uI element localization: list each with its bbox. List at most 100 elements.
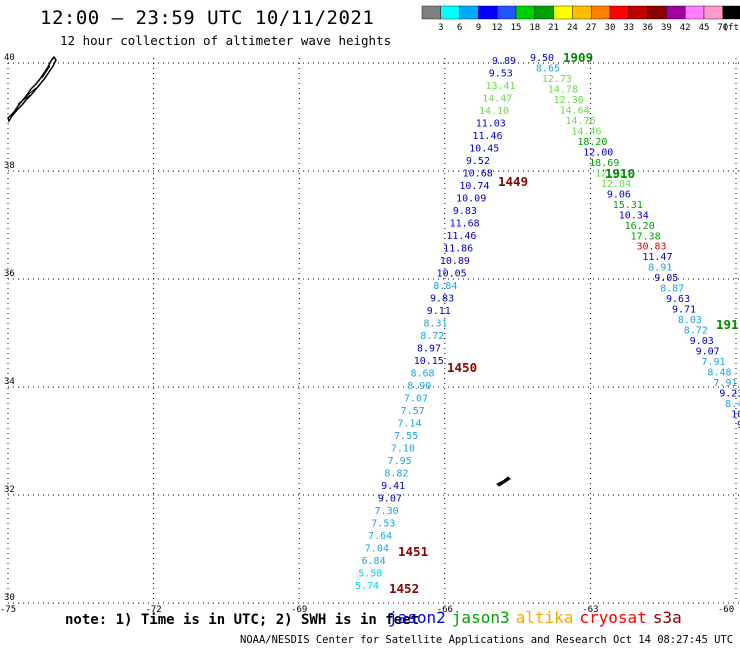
lon-label: -72 <box>145 605 161 615</box>
lat-label: 40 <box>4 53 15 63</box>
swh-value: 9.63 <box>666 294 690 305</box>
time-label: 1909 <box>563 50 593 65</box>
lat-label: 36 <box>4 269 15 279</box>
swh-value: 8.72 <box>684 326 708 337</box>
swh-value: 10.15 <box>414 356 444 367</box>
swh-value: 9.41 <box>381 481 405 492</box>
coastline <box>7 55 511 487</box>
swh-value: 8.31 <box>424 319 448 330</box>
swh-value: 7.91 <box>713 378 737 389</box>
time-label: 191 <box>716 317 739 332</box>
scale-swatch <box>459 5 479 20</box>
swh-value: 5.74 <box>355 581 379 592</box>
time-label: 1449 <box>498 174 528 189</box>
scale-swatch <box>515 5 535 20</box>
swh-value: 18.20 <box>577 137 607 148</box>
swh-value: 9.05 <box>654 273 678 284</box>
swh-value: 11.46 <box>472 131 502 142</box>
swh-value: 7.10 <box>391 444 415 455</box>
page-subtitle: 12 hour collection of altimeter wave hei… <box>60 33 392 48</box>
scale-swatch <box>685 5 705 20</box>
swh-value: 11.46 <box>446 231 476 242</box>
lat-label: 38 <box>4 161 15 171</box>
lat-label: 34 <box>4 377 15 387</box>
swh-value: 8.03 <box>678 315 702 326</box>
scale-swatch <box>647 5 667 20</box>
axis-labels: 40 38 36 34 32 30 -75 -72 -69 -66 -63 -60 <box>0 53 734 615</box>
swh-value: 7.30 <box>375 506 399 517</box>
swh-value: 15.31 <box>613 200 643 211</box>
satellite-legend-item: altika <box>515 608 574 627</box>
swh-tracks: 9.899.5313.4114.4714.1011.0311.4610.459.… <box>355 53 740 592</box>
swh-value: 9.07 <box>378 494 402 505</box>
swh-value: 8.82 <box>384 469 408 480</box>
swh-value: 12.04 <box>601 179 631 190</box>
swh-value: 7.14 <box>397 419 421 430</box>
swh-value: 11.86 <box>443 244 473 255</box>
swh-value: 7.04 <box>365 544 389 555</box>
swh-value: 12.22 <box>595 168 625 179</box>
swh-value: 7.57 <box>401 406 425 417</box>
swh-value: 8.97 <box>417 344 441 355</box>
swh-value: 7.91 <box>702 357 726 368</box>
swh-value: 30.83 <box>636 242 666 253</box>
time-label: 1450 <box>447 360 477 375</box>
swh-value: 14.78 <box>548 84 578 95</box>
lat-label: 30 <box>4 593 15 603</box>
scale-label: 9 <box>476 23 481 33</box>
swh-value: 12.30 <box>554 95 584 106</box>
swh-value: 9.71 <box>672 305 696 316</box>
swh-value: 9 <box>737 420 740 431</box>
swh-value: 9.03 <box>690 336 714 347</box>
scale-swatch <box>666 5 686 20</box>
scale-label: 42 <box>680 23 691 33</box>
scale-swatch <box>478 5 498 20</box>
time-label: 1451 <box>398 544 428 559</box>
swh-value: 14.47 <box>482 94 512 105</box>
time-label: 1910 <box>605 166 635 181</box>
satellite-legend-item: jason3 <box>451 608 510 627</box>
swh-value: 8.48 <box>707 368 731 379</box>
scale-label: 18 <box>529 23 540 33</box>
swh-value: 9.52 <box>466 156 490 167</box>
swh-value: 8.87 <box>660 284 684 295</box>
swh-value: 8.91 <box>648 263 672 274</box>
scale-swatch <box>722 5 740 20</box>
scale-label: 21 <box>548 23 559 33</box>
swh-value: 8.65 <box>536 63 560 74</box>
swh-value: 12.00 <box>583 147 613 158</box>
scale-label: 12 <box>492 23 503 33</box>
swh-value: 7.53 <box>371 519 395 530</box>
satellite-legend: jason2 jason3 altika cryosat s3a <box>388 608 688 627</box>
swh-value: 11.68 <box>450 219 480 230</box>
swh-value: 10.89 <box>440 256 470 267</box>
swh-value: 8.68 <box>410 369 434 380</box>
scale-label: 33 <box>623 23 634 33</box>
swh-value: 9.06 <box>607 189 631 200</box>
swh-value: 5.58 <box>358 569 382 580</box>
scale-label: 39 <box>661 23 672 33</box>
swh-value: 14.64 <box>560 105 590 116</box>
swh-value: 7.95 <box>388 456 412 467</box>
scale-label: 15 <box>511 23 522 33</box>
swh-value: 13.41 <box>485 81 515 92</box>
swh-value: 18.69 <box>589 158 619 169</box>
swh-value: 9.83 <box>453 206 477 217</box>
swh-value: 6.84 <box>362 556 386 567</box>
coastline-nova-scotia <box>7 55 57 123</box>
swh-value: 9.83 <box>430 294 454 305</box>
coastline-stroke <box>17 65 51 105</box>
lon-label: -69 <box>291 605 307 615</box>
scale-label: 70 <box>717 23 728 33</box>
time-label: 1452 <box>389 581 419 596</box>
scale-label: 36 <box>642 23 653 33</box>
satellite-legend-item: s3a <box>652 608 682 627</box>
scale-label: 45 <box>699 23 710 33</box>
swh-value: 14.10 <box>479 106 509 117</box>
swh-value: 11.47 <box>642 252 672 263</box>
satellite-legend-item: cryosat <box>579 608 647 627</box>
swh-value: 10.09 <box>456 194 486 205</box>
